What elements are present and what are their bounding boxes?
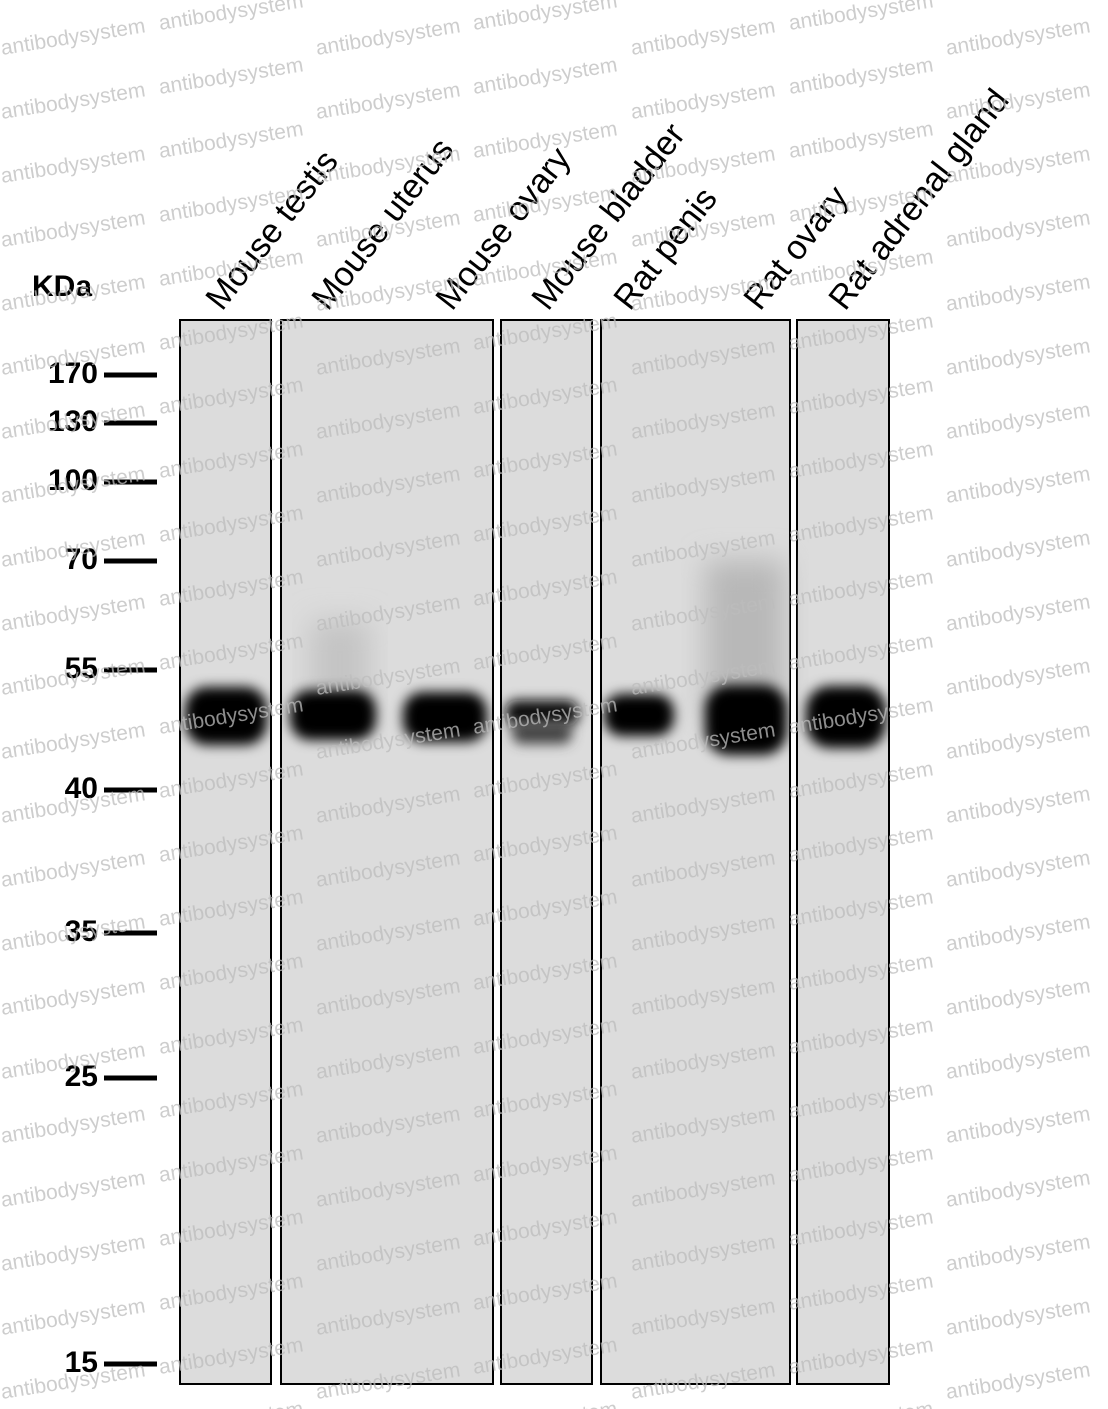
watermark: antibodysystem — [944, 398, 1092, 444]
panel — [179, 319, 272, 1385]
watermark: antibodysystem — [787, 0, 935, 35]
watermark: antibodysystem — [629, 14, 777, 60]
watermark: antibodysystem — [314, 78, 462, 124]
watermark: antibodysystem — [944, 526, 1092, 572]
watermark: antibodysystem — [0, 206, 147, 252]
markers: 170 130 100 70 55 40 35 25 15 — [48, 357, 157, 1379]
watermark: antibodysystem — [944, 206, 1092, 252]
watermark: antibodysystem — [944, 654, 1092, 700]
bands — [185, 560, 886, 755]
watermark: antibodysystem — [787, 53, 935, 99]
watermark: antibodysystem — [944, 782, 1092, 828]
panel — [280, 319, 494, 1385]
watermark: antibodysystem — [787, 1397, 935, 1409]
watermark: antibodysystem — [944, 1038, 1092, 1084]
watermark: antibodysystem — [0, 1166, 147, 1212]
band — [403, 692, 487, 742]
watermark: antibodysystem — [157, 1397, 305, 1409]
watermark: antibodysystem — [944, 846, 1092, 892]
watermark: antibodysystem — [944, 334, 1092, 380]
panel — [600, 319, 791, 1385]
band — [185, 687, 267, 745]
watermark: antibodysystem — [0, 1230, 147, 1276]
band — [505, 700, 579, 726]
watermark: antibodysystem — [471, 53, 619, 99]
watermark: antibodysystem — [944, 974, 1092, 1020]
watermark: antibodysystem — [314, 14, 462, 60]
marker-label: 100 — [48, 464, 98, 497]
watermark: antibodysystem — [944, 1294, 1092, 1340]
watermark: antibodysystem — [944, 590, 1092, 636]
watermark: antibodysystem — [157, 117, 305, 163]
watermark: antibodysystem — [944, 1358, 1092, 1404]
watermark: antibodysystem — [944, 270, 1092, 316]
marker-label: 25 — [65, 1060, 98, 1093]
watermark: antibodysystem — [0, 14, 147, 60]
watermark: antibodysystem — [944, 718, 1092, 764]
marker-label: 15 — [65, 1346, 98, 1379]
watermark: antibodysystem — [944, 1166, 1092, 1212]
marker-label: 55 — [65, 652, 98, 685]
watermark: antibodysystem — [944, 1230, 1092, 1276]
watermark: antibodysystem — [157, 0, 305, 35]
band — [512, 722, 572, 744]
watermark: antibodysystem — [471, 0, 619, 35]
membrane-panels — [179, 319, 890, 1385]
marker-label: 170 — [48, 357, 98, 390]
marker-label: 40 — [65, 772, 98, 805]
panel — [500, 319, 593, 1385]
watermark: antibodysystem — [944, 910, 1092, 956]
watermark: antibodysystem — [0, 1102, 147, 1148]
band — [705, 685, 787, 755]
watermark: antibodysystem — [0, 718, 147, 764]
watermark: antibodysystem — [944, 14, 1092, 60]
watermark: antibodysystem — [0, 974, 147, 1020]
watermark: antibodysystem — [0, 846, 147, 892]
watermark: antibodysystem — [0, 142, 147, 188]
watermark: antibodysystem — [471, 1397, 619, 1409]
watermark: antibodysystem — [944, 1102, 1092, 1148]
watermark: antibodysystem — [0, 1294, 147, 1340]
watermark: antibodysystem — [787, 117, 935, 163]
watermark: antibodysystem — [944, 462, 1092, 508]
panel — [796, 319, 890, 1385]
watermark: antibodysystem — [157, 53, 305, 99]
watermark: antibodysystem — [0, 78, 147, 124]
watermark: antibodysystem — [944, 78, 1092, 124]
band — [604, 694, 674, 736]
watermark: antibodysystem — [629, 78, 777, 124]
band — [806, 686, 886, 748]
marker-label: 70 — [65, 543, 98, 576]
watermark: antibodysystem — [0, 590, 147, 636]
band — [290, 690, 376, 740]
marker-label: 130 — [48, 405, 98, 438]
marker-label: 35 — [65, 915, 98, 948]
unit-label: KDa — [32, 270, 92, 303]
